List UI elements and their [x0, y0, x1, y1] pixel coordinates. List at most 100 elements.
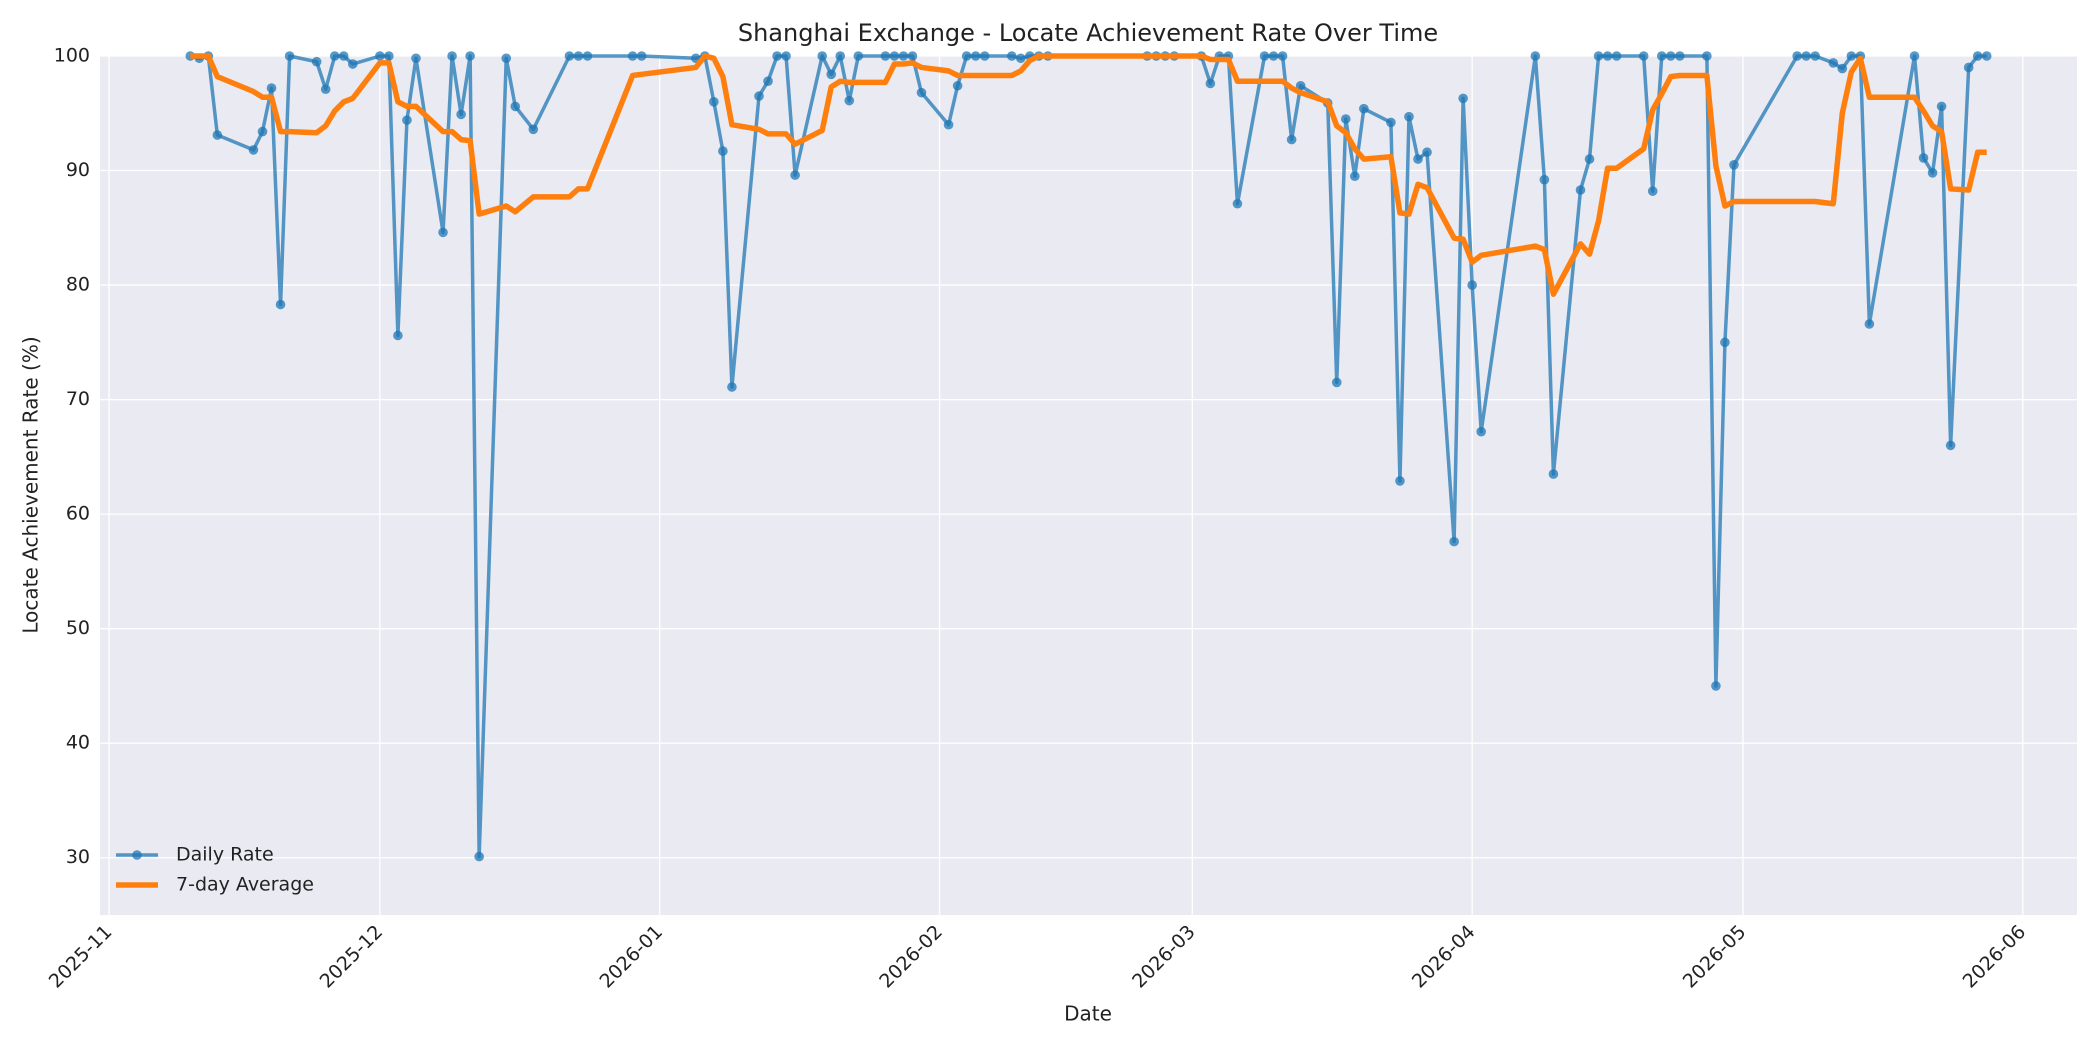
- x-tick-label: 2026-01: [595, 921, 667, 993]
- data-point: [1413, 154, 1423, 164]
- data-point: [1801, 51, 1811, 61]
- data-point: [754, 91, 764, 101]
- data-point: [1232, 198, 1243, 209]
- data-point: [916, 87, 927, 98]
- data-point: [1963, 62, 1974, 73]
- y-tick-label: 70: [66, 388, 90, 410]
- data-point: [1837, 63, 1848, 74]
- data-point: [727, 382, 737, 392]
- data-point: [1702, 51, 1712, 61]
- y-axis-label: Locate Achievement Rate (%): [19, 336, 43, 633]
- data-point: [1259, 51, 1270, 61]
- marks: [185, 51, 1992, 862]
- data-point: [1575, 185, 1586, 195]
- data-point: [1972, 51, 1983, 61]
- data-point: [456, 109, 466, 120]
- data-point: [952, 80, 963, 91]
- data-point: [880, 51, 891, 61]
- data-point: [1647, 186, 1658, 196]
- data-point: [266, 83, 277, 93]
- data-point: [384, 51, 394, 61]
- data-point: [212, 130, 223, 140]
- data-point: [1918, 153, 1929, 163]
- data-point: [1539, 174, 1550, 185]
- data-point: [627, 51, 638, 61]
- data-point: [1927, 168, 1938, 178]
- data-point: [835, 51, 846, 61]
- grid: [100, 55, 2077, 915]
- data-point: [1340, 114, 1351, 124]
- data-point: [1729, 160, 1739, 170]
- data-point: [772, 51, 782, 61]
- data-point: [474, 851, 484, 862]
- data-point: [338, 51, 349, 61]
- data-point: [1584, 154, 1595, 164]
- data-point: [1331, 377, 1342, 388]
- data-point: [1656, 51, 1667, 61]
- y-tick-label: 90: [66, 159, 90, 181]
- data-point: [528, 124, 539, 135]
- data-point: [1665, 51, 1676, 61]
- data-point: [1720, 337, 1730, 348]
- plot-area: [100, 56, 2077, 915]
- data-point: [1864, 319, 1875, 329]
- data-point: [1386, 117, 1396, 128]
- data-point: [1350, 171, 1360, 182]
- data-point: [1530, 51, 1541, 61]
- data-point: [257, 126, 268, 137]
- data-point: [790, 170, 800, 180]
- data-point: [889, 51, 900, 61]
- data-point: [1593, 51, 1604, 61]
- data-point: [1268, 51, 1279, 61]
- x-tick-label: 2026-06: [1959, 921, 2031, 993]
- data-point: [1277, 51, 1288, 61]
- data-point: [1395, 476, 1405, 486]
- data-point: [1404, 111, 1414, 122]
- x-tick-label: 2026-02: [875, 921, 947, 993]
- data-point: [979, 51, 990, 61]
- x-tick-label: 2026-03: [1128, 921, 1200, 993]
- y-tick-label: 40: [66, 732, 90, 754]
- data-point: [447, 51, 457, 61]
- data-point: [402, 115, 412, 125]
- data-point: [411, 53, 421, 64]
- x-tick-label: 2026-04: [1408, 921, 1480, 993]
- data-point: [763, 76, 773, 86]
- y-tick-label: 100: [54, 45, 90, 67]
- data-point: [781, 51, 791, 61]
- data-point: [564, 51, 575, 61]
- data-point: [465, 51, 475, 61]
- data-point: [636, 51, 647, 61]
- data-point: [1711, 681, 1721, 691]
- data-point: [1981, 51, 1992, 61]
- data-point: [1422, 147, 1432, 158]
- data-point: [573, 51, 584, 61]
- data-point: [1449, 536, 1459, 547]
- data-point: [1458, 93, 1468, 104]
- data-point: [1602, 51, 1613, 61]
- data-point: [826, 69, 837, 80]
- y-tick-label: 50: [66, 617, 90, 639]
- data-point: [582, 51, 593, 61]
- data-point: [438, 227, 448, 238]
- data-point: [1792, 51, 1802, 61]
- data-point: [510, 101, 521, 112]
- data-point: [1936, 101, 1947, 112]
- series-line: [190, 53, 1987, 297]
- data-point: [375, 51, 385, 61]
- chart-title: Shanghai Exchange - Locate Achievement R…: [738, 19, 1438, 47]
- data-point: [907, 51, 918, 61]
- data-point: [1286, 134, 1297, 145]
- data-point: [1015, 53, 1026, 64]
- data-point: [284, 51, 295, 61]
- data-point: [1006, 51, 1017, 61]
- data-point: [1945, 440, 1956, 451]
- y-tick-label: 60: [66, 503, 90, 525]
- data-point: [961, 51, 972, 61]
- data-point: [320, 84, 331, 95]
- data-point: [1476, 426, 1486, 437]
- data-point: [1359, 103, 1369, 114]
- data-point: [1611, 51, 1622, 61]
- data-point: [844, 95, 855, 106]
